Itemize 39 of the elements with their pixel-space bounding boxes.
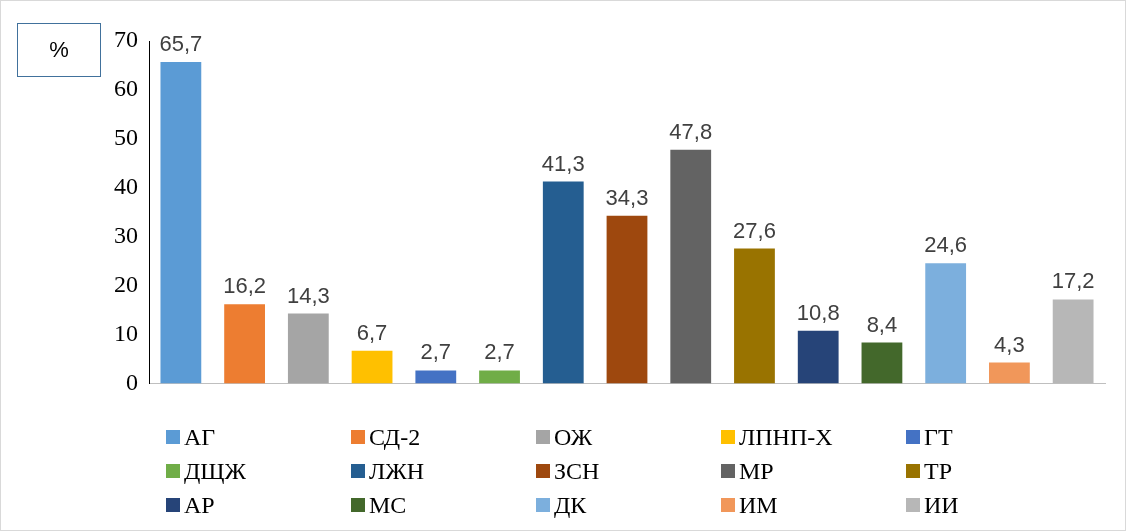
y-tick-label: 40 <box>114 173 138 200</box>
data-label: 41,3 <box>541 150 585 176</box>
data-label: 17,2 <box>1051 268 1095 294</box>
legend-label: ЗСН <box>554 457 600 485</box>
y-tick-label: 70 <box>114 26 138 53</box>
legend-label: ИМ <box>739 491 778 519</box>
legend-label: ЛЖН <box>369 457 425 485</box>
y-tick-label: 60 <box>114 75 138 102</box>
data-label: 2,7 <box>420 339 452 365</box>
data-label: 4,3 <box>994 331 1025 357</box>
data-label: 27,6 <box>733 217 776 243</box>
data-label: 65,7 <box>159 31 203 57</box>
y-tick-label: 0 <box>126 368 138 395</box>
legend-label: ЛПНП-Х <box>739 423 833 451</box>
data-label: 2,7 <box>484 339 515 365</box>
data-label: 16,2 <box>223 273 267 299</box>
legend-label: МС <box>369 491 407 519</box>
legend-label: ТР <box>924 457 953 485</box>
data-label: 8,4 <box>866 311 898 337</box>
data-label: 14,3 <box>286 282 330 308</box>
data-label: 24,6 <box>924 232 968 258</box>
legend-label: АГ <box>184 423 216 451</box>
legend-label: АР <box>184 491 215 519</box>
data-label: 34,3 <box>605 184 649 210</box>
data-label: 10,8 <box>796 299 840 325</box>
data-label: 6,7 <box>356 319 388 345</box>
data-label: 47,8 <box>669 118 713 144</box>
y-tick-label: 50 <box>114 124 138 151</box>
y-tick-label: 10 <box>114 319 138 346</box>
legend-label: СД-2 <box>369 423 421 451</box>
y-tick-label: 20 <box>114 271 138 298</box>
y-tick-label: 30 <box>114 222 138 249</box>
legend-label: ОЖ <box>554 423 593 451</box>
legend-label: ГТ <box>924 423 953 451</box>
legend-label: ДК <box>554 491 587 519</box>
legend-label: МР <box>739 457 774 485</box>
legend-label: ДЩЖ <box>184 457 247 485</box>
legend-label: ИИ <box>924 491 959 519</box>
y-axis-title: % <box>17 23 101 77</box>
